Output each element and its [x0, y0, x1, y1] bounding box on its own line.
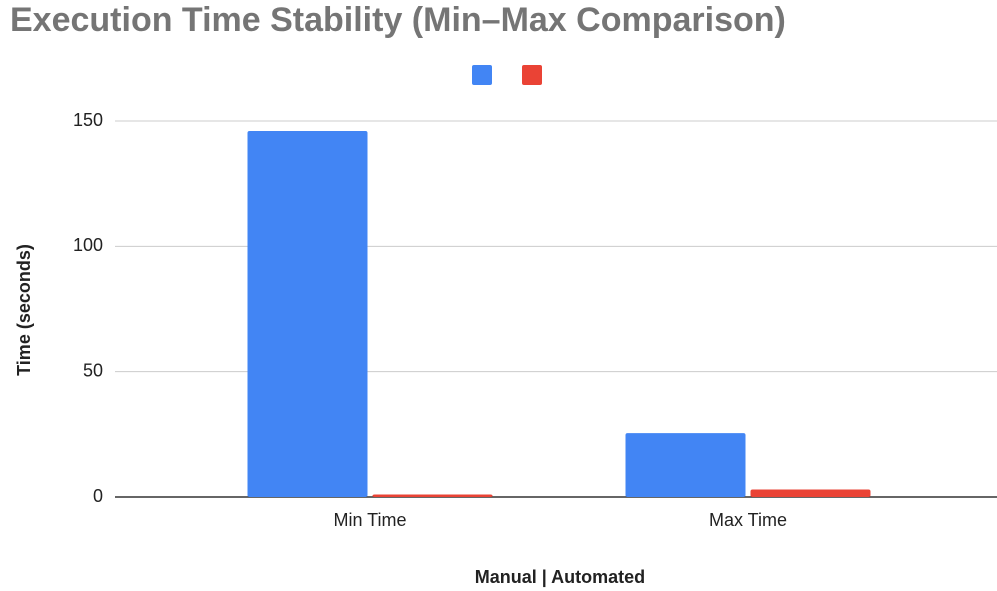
x-tick-label: Min Time [333, 510, 406, 530]
y-axis-label: Time (seconds) [14, 244, 34, 376]
y-tick-label: 100 [73, 235, 103, 255]
y-tick-label: 0 [93, 486, 103, 506]
bar [750, 489, 871, 497]
legend-swatch [522, 65, 542, 85]
y-tick-label: 150 [73, 110, 103, 130]
x-tick-label: Max Time [709, 510, 787, 530]
bar [372, 494, 493, 497]
legend-swatch [472, 65, 492, 85]
bar [625, 433, 746, 497]
y-tick-label: 50 [83, 360, 103, 380]
bar [247, 131, 368, 497]
chart-title: Execution Time Stability (Min–Max Compar… [10, 1, 786, 39]
x-axis-label: Manual | Automated [475, 567, 645, 587]
